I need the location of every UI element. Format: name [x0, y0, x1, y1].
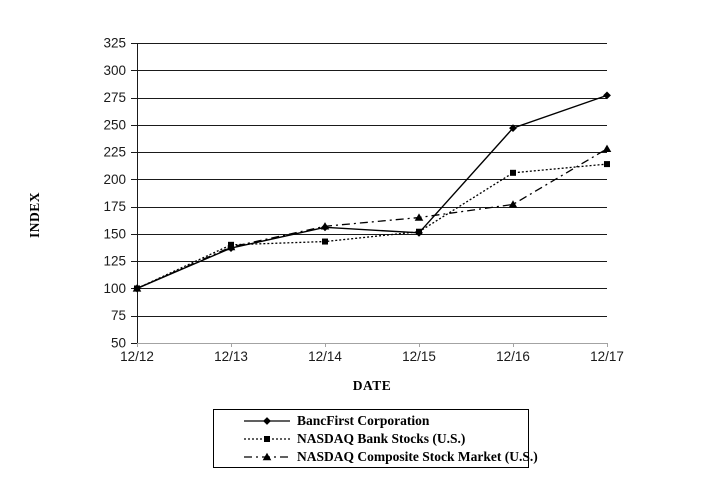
series-line: [136, 148, 608, 290]
series-nasdaq-composite-stock-market-u-s: [132, 144, 612, 292]
dash-dot-triangle-line-icon: [244, 452, 290, 460]
legend: BancFirst Corporation NASDAQ Bank Stocks…: [213, 409, 538, 468]
y-axis-title: INDEX: [27, 192, 42, 239]
x-tick-label: 12/16: [496, 349, 530, 364]
square-marker: [604, 161, 610, 168]
y-tick-label: 275: [103, 90, 126, 105]
legend-item-bancfirst: BancFirst Corporation: [244, 412, 528, 430]
x-tick-label: 12/15: [402, 349, 436, 364]
series-bancfirst-corporation: [133, 91, 611, 293]
x-axis-title: DATE: [352, 378, 392, 393]
y-tick-label: 325: [103, 36, 126, 51]
triangle-marker: [132, 284, 142, 292]
x-tick-label: 12/17: [590, 349, 624, 364]
square-marker: [416, 228, 422, 235]
triangle-marker: [226, 242, 236, 251]
square-marker: [510, 169, 516, 176]
square-marker: [322, 238, 328, 245]
series-nasdaq-bank-stocks-u-s: [134, 161, 610, 292]
diamond-marker: [603, 91, 611, 100]
y-tick-label: 50: [111, 336, 126, 351]
y-tick-label: 175: [103, 199, 126, 214]
legend-item-nasdaq-composite: NASDAQ Composite Stock Market (U.S.): [244, 448, 538, 466]
x-tick-label: 12/14: [308, 349, 342, 364]
diamond-marker: [263, 416, 271, 425]
triangle-marker: [262, 452, 272, 460]
series-line: [136, 94, 608, 290]
y-tick-label: 150: [103, 226, 126, 241]
triangle-marker: [414, 213, 424, 221]
x-tick-label: 12/12: [120, 349, 154, 364]
solid-diamond-line-icon: [244, 416, 290, 425]
y-tick-label: 125: [103, 254, 126, 269]
dotted-square-line-icon: [244, 435, 290, 442]
legend-item-nasdaq-bank: NASDAQ Bank Stocks (U.S.): [244, 430, 528, 448]
x-tick-label: 12/13: [214, 349, 248, 364]
series-line: [136, 163, 608, 290]
y-tick-label: 75: [111, 308, 126, 323]
legend-label: NASDAQ Bank Stocks (U.S.): [297, 430, 466, 446]
triangle-marker: [320, 222, 330, 230]
y-tick-label: 200: [103, 172, 126, 187]
legend-label: BancFirst Corporation: [297, 412, 430, 428]
legend-label: NASDAQ Composite Stock Market (U.S.): [297, 448, 538, 464]
y-tick-label: 225: [103, 145, 126, 160]
y-tick-label: 300: [103, 63, 126, 78]
y-tick-label: 100: [103, 281, 126, 296]
triangle-marker: [508, 200, 518, 208]
triangle-marker: [602, 144, 612, 153]
diamond-marker: [509, 124, 517, 132]
square-marker: [264, 435, 270, 442]
y-tick-label: 250: [103, 117, 126, 132]
